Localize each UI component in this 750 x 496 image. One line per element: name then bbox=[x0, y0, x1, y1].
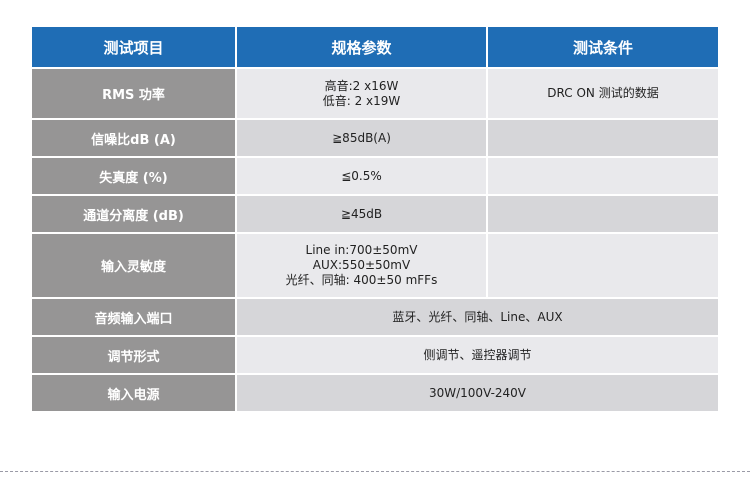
table-row: 失真度 (%) ≦0.5% bbox=[32, 158, 718, 196]
condition-cell: DRC ON 测试的数据 bbox=[488, 69, 718, 120]
spec-cell: ≧85dB(A) bbox=[237, 120, 488, 158]
condition-cell bbox=[488, 120, 718, 158]
spec-line: Line in:700±50mV bbox=[305, 243, 418, 257]
spec-line: 高音:2 x16W bbox=[324, 78, 399, 93]
table-row: 音频输入端口 蓝牙、光纤、同轴、Line、AUX bbox=[32, 299, 718, 337]
table-row: 输入电源 30W/100V-240V bbox=[32, 375, 718, 413]
row-label: RMS 功率 bbox=[32, 69, 237, 120]
merged-value-cell: 侧调节、遥控器调节 bbox=[237, 337, 718, 375]
spec-cell: ≦0.5% bbox=[237, 158, 488, 196]
row-label: 输入电源 bbox=[32, 375, 237, 413]
table-row: RMS 功率 高音:2 x16W 低音: 2 x19W DRC ON 测试的数据 bbox=[32, 69, 718, 120]
row-label: 失真度 (%) bbox=[32, 158, 237, 196]
header-test-item: 测试项目 bbox=[32, 27, 237, 69]
condition-cell bbox=[488, 234, 718, 299]
spec-line: AUX:550±50mV bbox=[312, 258, 411, 272]
header-condition: 测试条件 bbox=[488, 27, 718, 69]
row-label: 调节形式 bbox=[32, 337, 237, 375]
table-row: 信噪比dB (A) ≧85dB(A) bbox=[32, 120, 718, 158]
spec-line: ≦0.5% bbox=[341, 168, 382, 183]
condition-cell bbox=[488, 158, 718, 196]
table-row: 通道分离度 (dB) ≧45dB bbox=[32, 196, 718, 234]
row-label: 信噪比dB (A) bbox=[32, 120, 237, 158]
dashed-divider bbox=[0, 471, 750, 472]
row-label: 通道分离度 (dB) bbox=[32, 196, 237, 234]
spec-cell: 高音:2 x16W 低音: 2 x19W bbox=[237, 69, 488, 120]
row-label: 输入灵敏度 bbox=[32, 234, 237, 299]
merged-value-cell: 30W/100V-240V bbox=[237, 375, 718, 413]
spec-line: ≧85dB(A) bbox=[332, 130, 391, 145]
table-row: 输入灵敏度 Line in:700±50mV AUX:550±50mV 光纤、同… bbox=[32, 234, 718, 299]
spec-cell: Line in:700±50mV AUX:550±50mV 光纤、同轴: 400… bbox=[237, 234, 488, 299]
header-spec: 规格参数 bbox=[237, 27, 488, 69]
merged-value-cell: 蓝牙、光纤、同轴、Line、AUX bbox=[237, 299, 718, 337]
spec-line: ≧45dB bbox=[340, 206, 383, 221]
table-header-row: 测试项目 规格参数 测试条件 bbox=[32, 27, 718, 69]
spec-line: 光纤、同轴: 400±50 mFFs bbox=[285, 273, 438, 287]
row-label: 音频输入端口 bbox=[32, 299, 237, 337]
spec-table: 测试项目 规格参数 测试条件 RMS 功率 高音:2 x16W 低音: 2 x1… bbox=[32, 27, 718, 413]
table-row: 调节形式 侧调节、遥控器调节 bbox=[32, 337, 718, 375]
spec-cell: ≧45dB bbox=[237, 196, 488, 234]
spec-line: 低音: 2 x19W bbox=[322, 93, 401, 108]
condition-cell bbox=[488, 196, 718, 234]
